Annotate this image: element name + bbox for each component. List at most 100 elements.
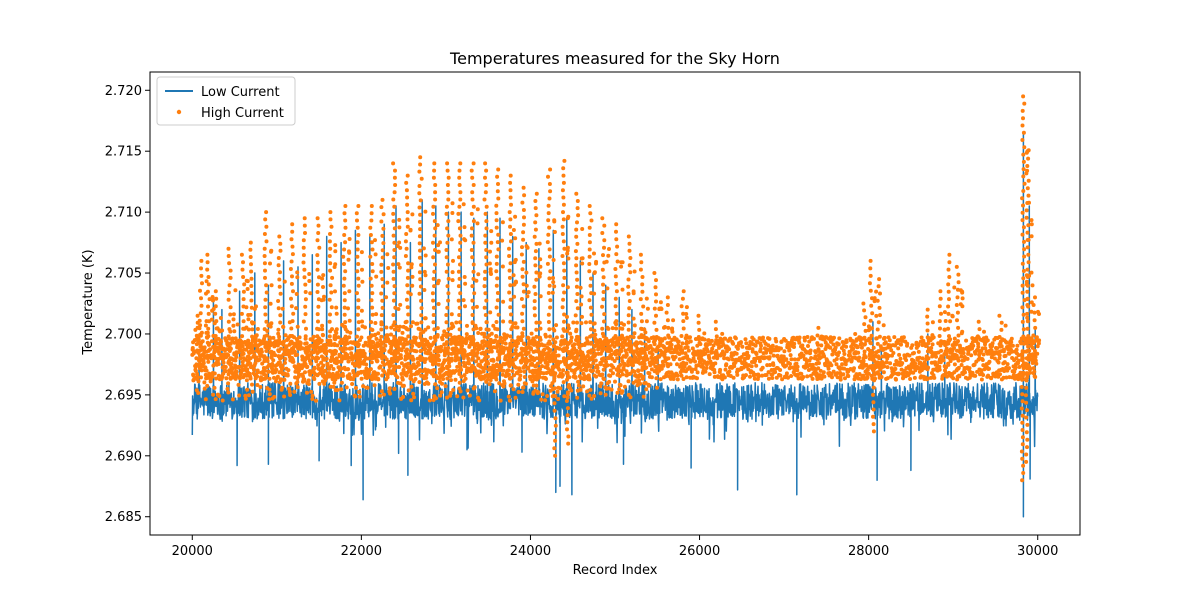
high-current-point — [465, 388, 470, 393]
high-current-point — [817, 356, 822, 361]
high-current-point — [391, 269, 396, 274]
high-current-point — [411, 362, 416, 367]
high-current-point — [592, 321, 597, 326]
high-current-point — [410, 212, 415, 217]
high-current-point — [281, 339, 286, 344]
high-current-point — [346, 367, 351, 372]
high-current-point — [298, 341, 303, 346]
high-current-point — [289, 237, 294, 242]
high-current-point — [359, 308, 364, 313]
high-current-point — [507, 254, 512, 258]
high-current-point — [494, 211, 499, 216]
high-current-point — [369, 356, 374, 361]
high-current-point — [540, 392, 545, 397]
high-current-point — [1033, 375, 1038, 379]
high-current-point — [533, 227, 538, 232]
high-current-point — [484, 168, 489, 173]
high-current-point — [881, 323, 886, 328]
high-current-point — [328, 268, 333, 273]
high-current-point — [534, 270, 539, 275]
high-current-point — [592, 251, 596, 256]
high-current-point — [410, 283, 415, 288]
high-current-point — [684, 341, 689, 346]
high-current-point — [359, 335, 364, 340]
high-current-point — [484, 204, 489, 209]
high-current-point — [404, 356, 409, 361]
high-current-point — [696, 363, 701, 368]
high-current-point — [659, 366, 664, 371]
high-current-point — [450, 270, 455, 275]
high-current-point — [306, 344, 311, 349]
high-current-point — [684, 375, 689, 380]
high-current-point — [576, 342, 581, 346]
high-current-point — [614, 348, 619, 353]
high-current-point — [301, 253, 306, 258]
high-current-point — [930, 354, 935, 359]
high-current-point — [436, 362, 441, 367]
high-current-point — [652, 356, 657, 361]
high-current-point — [262, 327, 267, 332]
high-current-point — [264, 290, 269, 295]
high-current-point — [489, 272, 493, 276]
high-current-point — [626, 363, 630, 368]
high-current-point — [1030, 361, 1035, 365]
high-current-point — [679, 334, 684, 338]
high-current-point — [562, 290, 567, 295]
high-current-point — [234, 369, 239, 374]
high-current-point — [868, 266, 873, 271]
high-current-point — [302, 216, 307, 221]
high-current-point — [385, 333, 390, 338]
high-current-point — [556, 353, 561, 358]
high-current-point — [273, 353, 278, 358]
high-current-point — [500, 340, 505, 345]
high-current-point — [449, 351, 454, 356]
high-current-point — [1031, 366, 1036, 371]
high-current-point — [454, 368, 459, 373]
high-current-point — [543, 398, 548, 403]
high-current-point — [626, 320, 631, 325]
high-current-point — [290, 274, 294, 279]
high-current-point — [518, 369, 523, 374]
high-current-point — [770, 376, 775, 380]
high-current-point — [609, 387, 614, 392]
high-current-point — [641, 334, 646, 339]
high-current-point — [370, 291, 375, 296]
high-current-point — [639, 326, 644, 331]
high-current-point — [223, 369, 228, 374]
high-current-point — [494, 261, 499, 266]
high-current-point — [307, 279, 312, 283]
high-current-point — [194, 342, 199, 347]
high-current-point — [380, 373, 385, 378]
high-current-point — [470, 197, 475, 202]
high-current-point — [937, 367, 942, 372]
high-current-point — [217, 394, 222, 398]
high-current-point — [262, 261, 267, 266]
high-current-point — [491, 323, 496, 328]
high-current-point — [372, 383, 377, 388]
high-current-point — [980, 358, 985, 362]
high-current-point — [320, 323, 325, 328]
high-current-point — [223, 365, 228, 369]
high-current-point — [278, 270, 282, 275]
high-current-point — [262, 246, 267, 251]
high-current-point — [418, 248, 422, 253]
high-current-point — [198, 356, 203, 361]
high-current-point — [458, 248, 462, 252]
high-current-point — [417, 184, 422, 188]
high-current-point — [401, 367, 406, 372]
high-current-point — [406, 268, 411, 273]
high-current-point — [319, 360, 324, 365]
high-current-point — [959, 363, 964, 367]
high-current-point — [721, 342, 726, 347]
high-current-point — [457, 361, 462, 366]
high-current-point — [600, 372, 605, 377]
high-current-point — [623, 362, 628, 367]
high-current-point — [470, 298, 475, 303]
high-current-point — [457, 334, 462, 339]
high-current-point — [268, 261, 272, 266]
high-current-point — [836, 342, 841, 347]
high-current-point — [489, 240, 494, 245]
high-current-point — [517, 366, 522, 371]
high-current-point — [720, 337, 725, 342]
high-current-point — [290, 252, 295, 257]
